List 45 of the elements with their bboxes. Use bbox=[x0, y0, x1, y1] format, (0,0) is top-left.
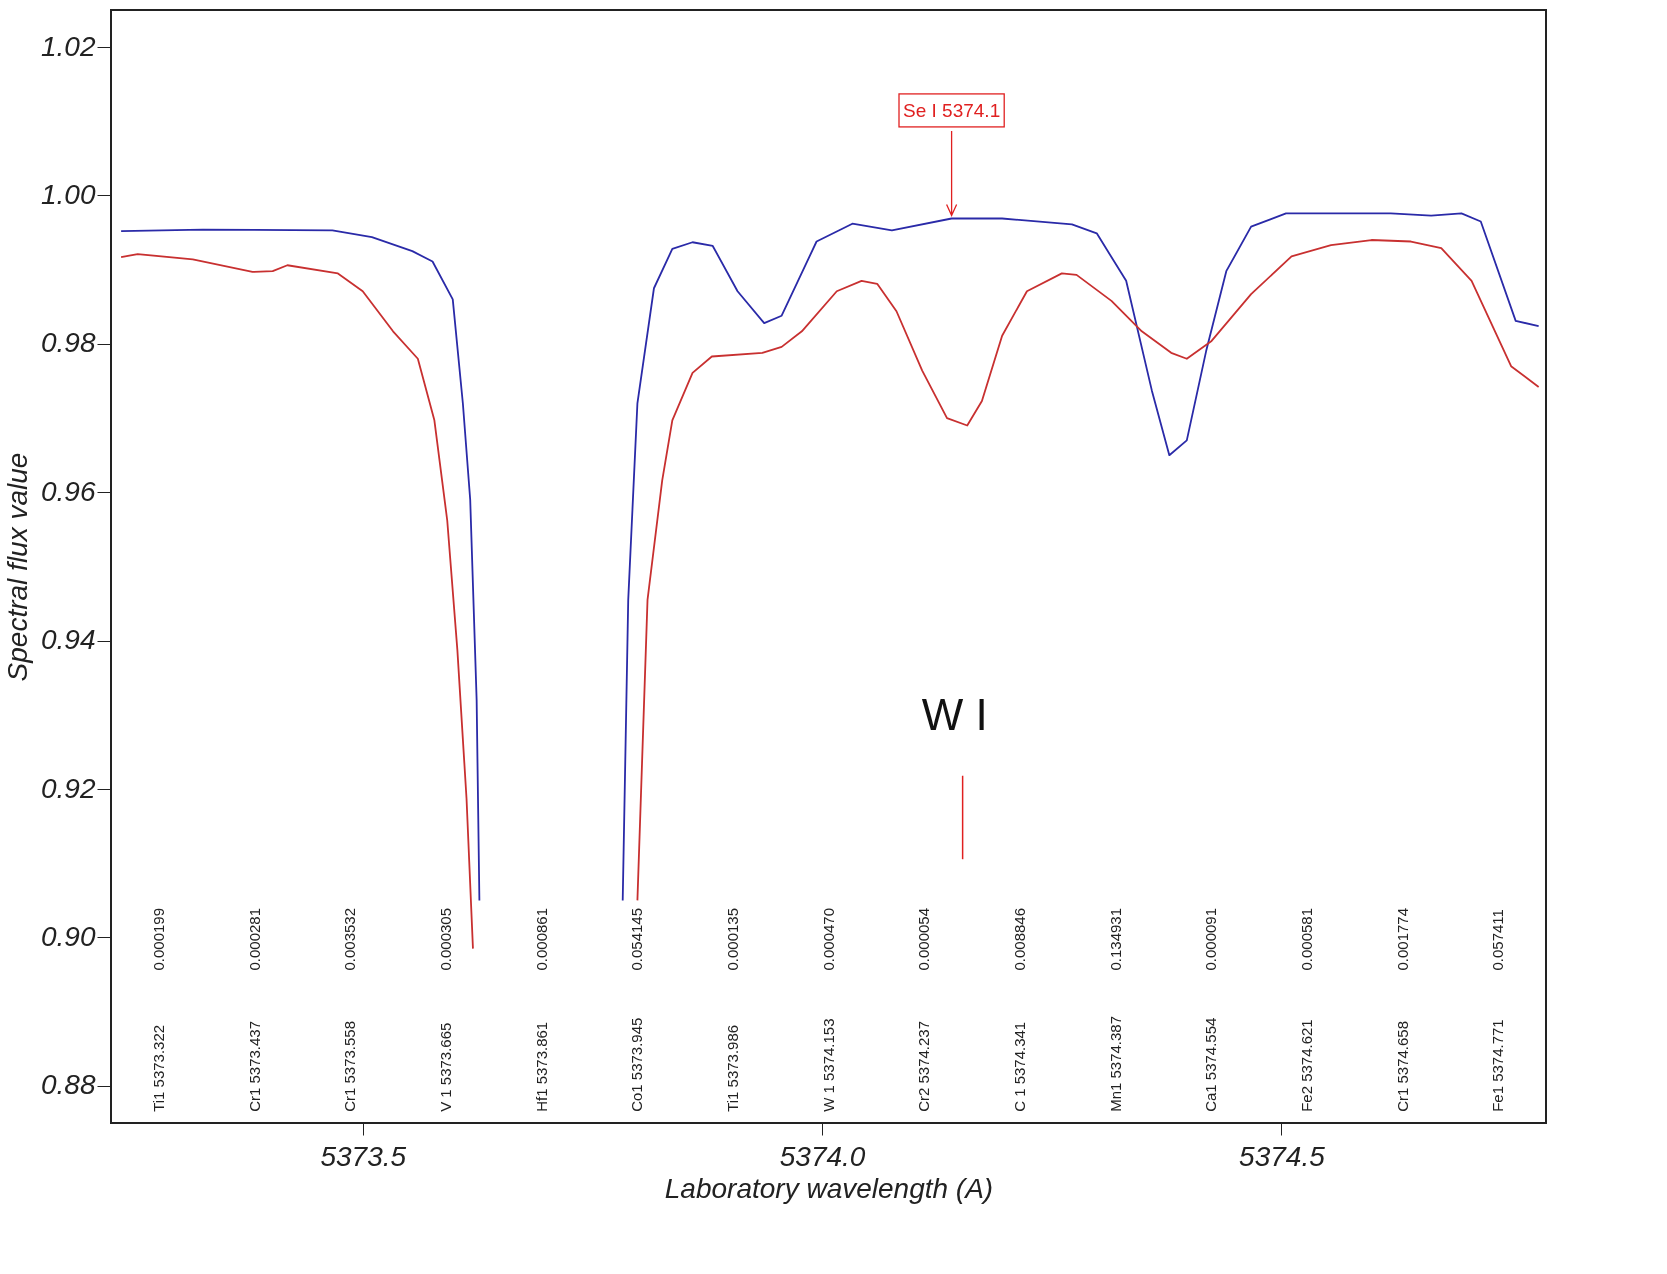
annotation: 0.134931 bbox=[1106, 907, 1124, 971]
x-tick-label: 5374.0 bbox=[779, 1140, 866, 1172]
annotation: 0.057411 bbox=[1489, 909, 1507, 971]
annotation: 0.000199 bbox=[149, 907, 167, 971]
annotation: 0.000581 bbox=[1297, 907, 1315, 971]
annotation: 0.000470 bbox=[819, 907, 837, 971]
x-tick-label: 5373.5 bbox=[320, 1140, 407, 1172]
ref-line-label: W I bbox=[921, 689, 988, 739]
annotation: Ti1 5373.986 bbox=[723, 1024, 741, 1112]
y-axis-title: Spectral flux value bbox=[2, 452, 33, 682]
y-tick-label: 1.02 bbox=[41, 30, 96, 62]
y-tick-label: 0.88 bbox=[41, 1069, 96, 1101]
annotation: Fe1 5374.771 bbox=[1489, 1019, 1507, 1112]
x-tick-label: 5374.5 bbox=[1239, 1140, 1326, 1172]
annotation: W 1 5374.153 bbox=[819, 1018, 837, 1112]
annotation: Ca1 5374.554 bbox=[1202, 1017, 1220, 1112]
annotation: Cr1 5373.437 bbox=[245, 1020, 263, 1112]
annotation: V 1 5373.665 bbox=[436, 1022, 454, 1112]
annotation: Cr1 5373.558 bbox=[341, 1020, 359, 1112]
annotation: 0.000135 bbox=[723, 907, 741, 971]
annotation: 0.008846 bbox=[1010, 907, 1028, 971]
annotation: 0.054145 bbox=[628, 907, 646, 971]
y-tick-label: 0.90 bbox=[41, 921, 96, 952]
annotation: Cr1 5374.658 bbox=[1393, 1020, 1411, 1112]
y-tick-label: 1.00 bbox=[41, 179, 96, 210]
annotation: Cr2 5374.237 bbox=[915, 1020, 933, 1112]
annotation: Se I 5374.1 bbox=[903, 99, 1001, 121]
annotation: Hf1 5373.861 bbox=[532, 1021, 550, 1112]
annotation: 0.000281 bbox=[245, 907, 263, 971]
annotation: 0.000305 bbox=[436, 907, 454, 971]
annotation: Co1 5373.945 bbox=[628, 1017, 646, 1112]
y-tick-label: 0.96 bbox=[41, 475, 96, 507]
y-tick-label: 0.98 bbox=[41, 327, 96, 359]
annotation: Mn1 5374.387 bbox=[1106, 1015, 1124, 1112]
y-tick-label: 0.94 bbox=[41, 624, 96, 656]
annotation: C 1 5374.341 bbox=[1010, 1021, 1028, 1112]
annotation: Ti1 5373.322 bbox=[149, 1024, 167, 1112]
annotation: 0.003532 bbox=[341, 907, 359, 971]
annotation: 0.001774 bbox=[1393, 907, 1411, 971]
x-axis-title: Laboratory wavelength (A) bbox=[664, 1172, 994, 1204]
annotation: Fe2 5374.621 bbox=[1297, 1019, 1315, 1112]
annotation: 0.000091 bbox=[1202, 907, 1220, 971]
y-tick-label: 0.92 bbox=[41, 772, 96, 804]
annotation: 0.000054 bbox=[915, 907, 933, 971]
annotation: 0.000861 bbox=[532, 907, 550, 971]
